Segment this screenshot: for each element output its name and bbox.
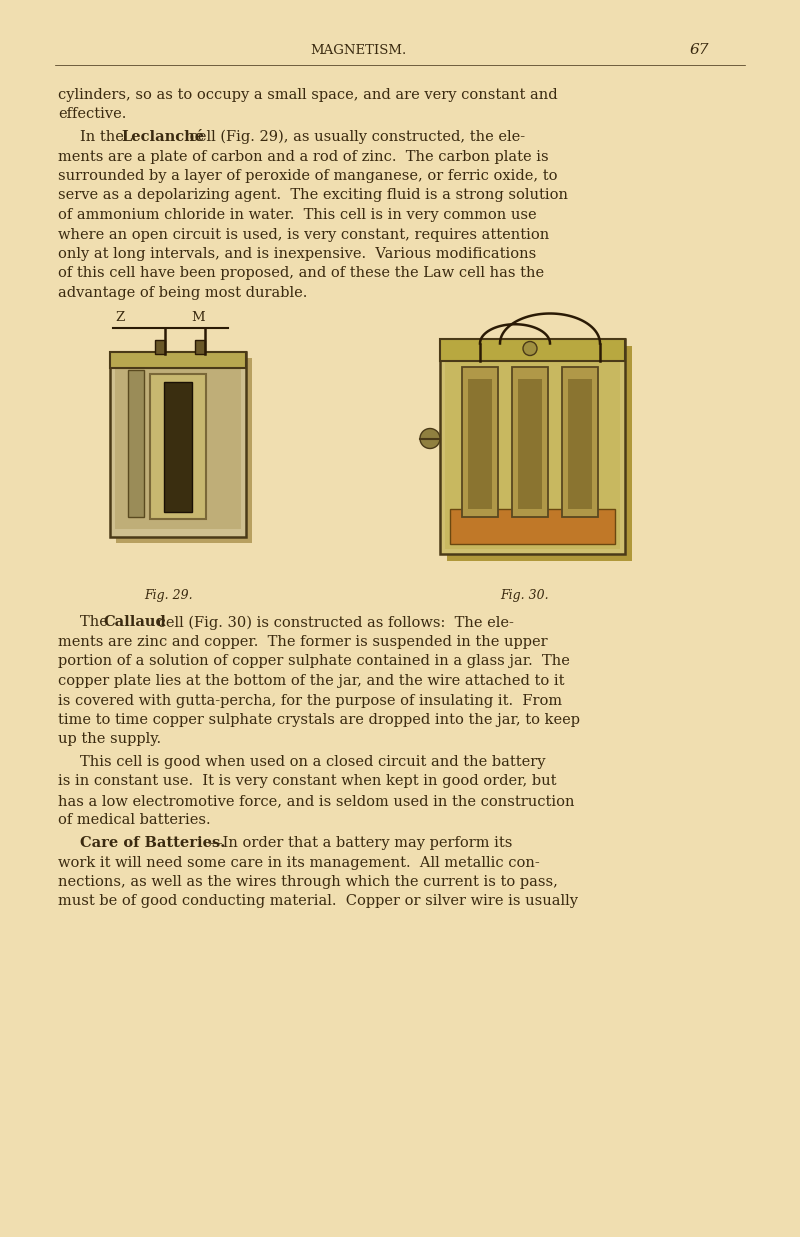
Text: copper plate lies at the bottom of the jar, and the wire attached to it: copper plate lies at the bottom of the j… xyxy=(58,674,565,688)
Text: Fig. 30.: Fig. 30. xyxy=(501,589,550,602)
Bar xyxy=(150,374,206,518)
Bar xyxy=(562,366,598,517)
Text: time to time copper sulphate crystals are dropped into the jar, to keep: time to time copper sulphate crystals ar… xyxy=(58,713,580,727)
Text: cell (Fig. 29), as usually constructed, the ele-: cell (Fig. 29), as usually constructed, … xyxy=(185,130,525,145)
Text: advantage of being most durable.: advantage of being most durable. xyxy=(58,286,307,301)
Bar xyxy=(164,381,192,512)
Bar xyxy=(128,370,144,517)
Text: MAGNETISM.: MAGNETISM. xyxy=(310,43,406,57)
Text: where an open circuit is used, is very constant, requires attention: where an open circuit is used, is very c… xyxy=(58,228,550,241)
Text: Fig. 29.: Fig. 29. xyxy=(144,589,192,602)
Text: of medical batteries.: of medical batteries. xyxy=(58,814,210,828)
Bar xyxy=(445,351,620,548)
Bar xyxy=(462,366,498,517)
Text: M: M xyxy=(191,310,205,324)
Bar xyxy=(568,379,592,508)
Text: effective.: effective. xyxy=(58,108,126,121)
Text: Care of Batteries.: Care of Batteries. xyxy=(80,836,226,850)
Text: surrounded by a layer of peroxide of manganese, or ferric oxide, to: surrounded by a layer of peroxide of man… xyxy=(58,169,558,183)
Text: Leclanché: Leclanché xyxy=(121,130,204,143)
Text: nections, as well as the wires through which the current is to pass,: nections, as well as the wires through w… xyxy=(58,875,558,889)
Bar xyxy=(155,339,165,354)
Bar xyxy=(518,379,542,508)
Text: only at long intervals, and is inexpensive.  Various modifications: only at long intervals, and is inexpensi… xyxy=(58,247,536,261)
Circle shape xyxy=(523,341,537,355)
Text: Z: Z xyxy=(115,310,125,324)
Text: 67: 67 xyxy=(690,43,710,57)
Bar xyxy=(468,379,492,508)
Text: In the: In the xyxy=(80,130,129,143)
Text: of this cell have been proposed, and of these the Law cell has the: of this cell have been proposed, and of … xyxy=(58,266,544,281)
Bar xyxy=(440,339,625,553)
Text: has a low electromotive force, and is seldom used in the construction: has a low electromotive force, and is se… xyxy=(58,794,574,808)
Text: cylinders, so as to occupy a small space, and are very constant and: cylinders, so as to occupy a small space… xyxy=(58,88,558,101)
Circle shape xyxy=(420,428,440,449)
Text: cell (Fig. 30) is constructed as follows:  The ele-: cell (Fig. 30) is constructed as follows… xyxy=(153,616,514,630)
Text: is in constant use.  It is very constant when kept in good order, but: is in constant use. It is very constant … xyxy=(58,774,557,788)
Text: serve as a depolarizing agent.  The exciting fluid is a strong solution: serve as a depolarizing agent. The excit… xyxy=(58,188,568,203)
Text: The: The xyxy=(80,616,113,630)
Text: work it will need some care in its management.  All metallic con-: work it will need some care in its manag… xyxy=(58,856,540,870)
Text: up the supply.: up the supply. xyxy=(58,732,161,746)
Bar xyxy=(116,357,252,543)
Text: of ammonium chloride in water.  This cell is in very common use: of ammonium chloride in water. This cell… xyxy=(58,208,537,221)
Text: ments are a plate of carbon and a rod of zinc.  The carbon plate is: ments are a plate of carbon and a rod of… xyxy=(58,150,549,163)
Bar xyxy=(110,351,246,367)
Text: portion of a solution of copper sulphate contained in a glass jar.  The: portion of a solution of copper sulphate… xyxy=(58,654,570,668)
Bar xyxy=(450,508,615,543)
Text: is covered with gutta-percha, for the purpose of insulating it.  From: is covered with gutta-percha, for the pu… xyxy=(58,694,562,708)
Text: Callaud: Callaud xyxy=(103,616,166,630)
Text: ments are zinc and copper.  The former is suspended in the upper: ments are zinc and copper. The former is… xyxy=(58,635,548,649)
Text: —In order that a battery may perform its: —In order that a battery may perform its xyxy=(208,836,512,850)
Bar xyxy=(115,365,241,528)
Text: must be of good conducting material.  Copper or silver wire is usually: must be of good conducting material. Cop… xyxy=(58,894,578,908)
Bar xyxy=(440,339,625,360)
Bar xyxy=(110,351,246,537)
Bar xyxy=(447,345,632,560)
Text: This cell is good when used on a closed circuit and the battery: This cell is good when used on a closed … xyxy=(80,755,546,769)
Bar xyxy=(195,339,205,354)
Bar xyxy=(512,366,548,517)
